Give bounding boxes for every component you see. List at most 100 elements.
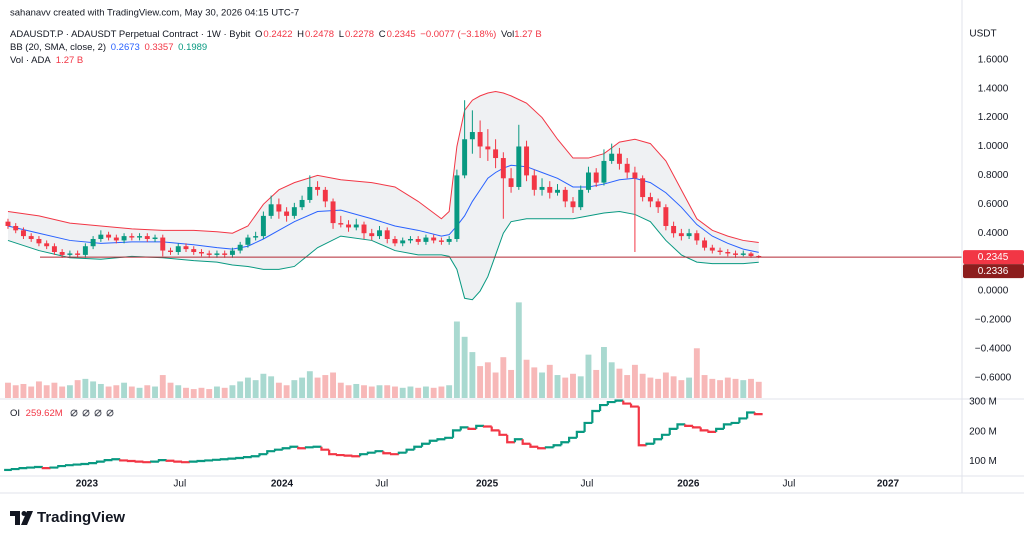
- volume-bar: [283, 385, 290, 398]
- volume-bar: [608, 362, 615, 398]
- candle-body: [183, 246, 189, 250]
- oi-step: [413, 445, 423, 450]
- candle-body: [392, 238, 398, 244]
- candle-body: [322, 189, 328, 202]
- candle-body: [508, 178, 514, 187]
- volume-bar: [330, 372, 336, 398]
- volume-bar: [314, 377, 321, 398]
- candle-body: [709, 247, 715, 251]
- oi-step: [591, 409, 601, 423]
- y-tick-label: 0.4000: [978, 228, 1009, 239]
- oi-step: [297, 446, 306, 450]
- volume-bar: [430, 387, 437, 398]
- logo-bar: [10, 511, 20, 525]
- ohlc-value: 0.2278: [345, 29, 374, 40]
- volume-bar: [159, 375, 166, 398]
- oi-step: [211, 458, 221, 461]
- candle-body: [121, 236, 127, 241]
- oi-step: [119, 459, 128, 462]
- volume-bar: [337, 382, 344, 398]
- candle-body: [5, 221, 11, 226]
- volume-bar: [5, 382, 11, 398]
- volume-bar: [105, 386, 112, 398]
- volume-bar: [562, 377, 569, 398]
- oi-step: [653, 438, 662, 444]
- y-tick-label: 0.0000: [978, 286, 1009, 297]
- icon: [70, 409, 78, 417]
- volume-bar: [740, 380, 747, 398]
- volume-bar: [655, 378, 662, 398]
- vol-pane-value: 1.27 B: [56, 55, 83, 66]
- candle-body: [330, 201, 336, 224]
- icon: [106, 409, 114, 417]
- candle-body: [516, 146, 522, 187]
- candle-body: [361, 224, 367, 234]
- oi-step: [598, 403, 608, 412]
- x-tick-label: Jul: [581, 479, 594, 490]
- candle-body: [624, 163, 630, 173]
- oi-step: [498, 430, 508, 436]
- x-tick-label: 2023: [76, 479, 99, 490]
- candle-body: [702, 240, 708, 248]
- oi-step: [397, 451, 407, 455]
- volume-bar: [461, 336, 468, 398]
- volume-bar: [214, 386, 220, 398]
- x-tick-label: Jul: [375, 479, 388, 490]
- bb-lower-value: 0.1989: [178, 42, 207, 53]
- icon: [106, 409, 114, 417]
- oi-step: [134, 460, 144, 463]
- candle-body: [276, 204, 282, 212]
- oi-step: [165, 459, 175, 462]
- volume-bar: [384, 385, 391, 398]
- candle-body: [686, 233, 692, 237]
- oi-step: [428, 439, 438, 444]
- candle-body: [307, 186, 313, 200]
- x-tick-label: 2024: [271, 479, 294, 490]
- oi-step: [722, 423, 732, 429]
- volume-bar: [701, 375, 708, 398]
- candle-body: [585, 172, 591, 190]
- volume-bar: [500, 357, 507, 398]
- volume-bar: [136, 387, 143, 398]
- candle-body: [555, 189, 560, 193]
- mark-price-box: [963, 264, 1024, 279]
- volume-bar: [415, 387, 422, 398]
- oi-step: [637, 406, 647, 447]
- oi-step: [33, 465, 43, 469]
- volume-bar: [206, 389, 213, 398]
- candle-body: [36, 238, 42, 244]
- oi-step: [111, 458, 121, 461]
- y-tick-label: 0.6000: [978, 199, 1009, 210]
- x-tick-label: 2026: [677, 479, 700, 490]
- candle-body: [75, 253, 81, 255]
- icon: [94, 409, 102, 417]
- volume-bar: [322, 375, 329, 398]
- bb-line: BB (20, SMA, close, 2) 0.2673 0.3357 0.1…: [10, 42, 207, 53]
- y-tick-label: 0.8000: [978, 170, 1009, 181]
- oi-step: [382, 451, 392, 455]
- candle-body: [67, 253, 73, 255]
- candle-body: [384, 230, 390, 239]
- y-tick-label: 1.6000: [978, 54, 1009, 65]
- oi-step: [173, 460, 183, 463]
- oi-step: [420, 442, 430, 447]
- candle-body: [214, 253, 220, 255]
- last-price-label: 0.2345: [978, 252, 1009, 263]
- oi-tick-label: 200 M: [969, 426, 997, 437]
- vol-pane-label: Vol · ADA: [10, 55, 51, 66]
- icon: [70, 409, 78, 417]
- candle-body: [268, 204, 274, 216]
- oi-value: 259.62M: [26, 408, 63, 419]
- ohlc-value: 0.2422: [263, 29, 292, 40]
- volume-bar: [144, 385, 151, 398]
- oi-step: [374, 450, 384, 453]
- volume-bar: [616, 368, 623, 398]
- ohlc-value: 0.2345: [387, 29, 416, 40]
- volume-bar: [508, 369, 515, 398]
- candle-body: [632, 172, 638, 179]
- candle-body: [454, 175, 460, 239]
- volume-bar: [113, 385, 120, 398]
- candle-body: [198, 252, 204, 254]
- candle-body: [748, 253, 754, 257]
